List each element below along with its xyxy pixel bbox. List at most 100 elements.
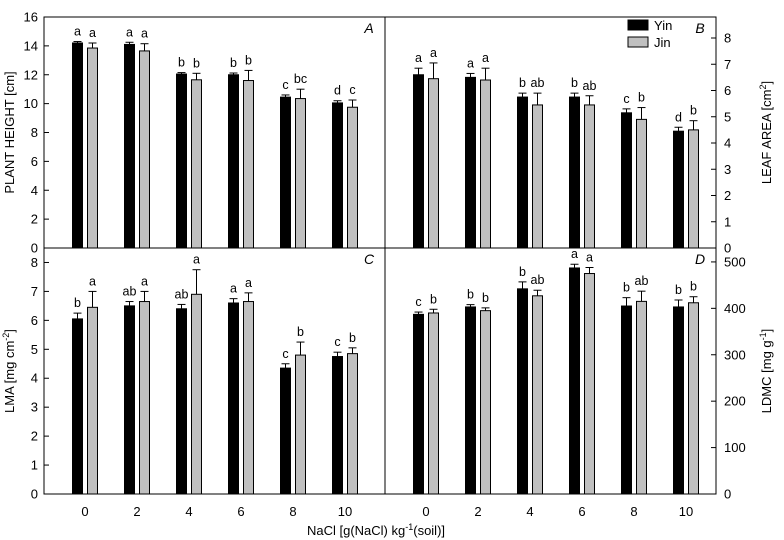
y-tick-label: 100 xyxy=(724,440,746,455)
significance-letter: b xyxy=(690,104,697,118)
bar-jin xyxy=(347,353,358,495)
bar-yin xyxy=(72,42,83,249)
x-tick-label: 4 xyxy=(526,504,533,519)
significance-letter: b xyxy=(297,325,304,339)
bar-jin xyxy=(584,104,595,249)
x-tick-label: 10 xyxy=(679,504,693,519)
y-tick-label: 6 xyxy=(31,154,38,169)
bar-jin xyxy=(636,118,647,249)
y-tick-label: 7 xyxy=(31,284,38,299)
bar-yin xyxy=(673,130,684,249)
significance-letter: c xyxy=(349,83,355,97)
y-axis-title: LEAF AREA [cm2] xyxy=(758,81,774,184)
significance-letter: d xyxy=(334,84,341,98)
panel-letter: D xyxy=(695,251,705,267)
x-tick-label: 2 xyxy=(133,504,140,519)
x-axis-title: NaCl [g(NaCl) kg-1(soil)] xyxy=(307,522,445,538)
y-tick-label: 8 xyxy=(31,125,38,140)
bar-yin xyxy=(569,267,580,495)
significance-letter: b xyxy=(519,76,526,90)
significance-letter: ab xyxy=(635,274,649,288)
bar-jin xyxy=(688,129,699,249)
significance-letter: c xyxy=(415,295,421,309)
x-tick-label: 8 xyxy=(289,504,296,519)
panel-letter: C xyxy=(364,251,375,267)
bar-jin xyxy=(480,79,491,249)
y-tick-label: 200 xyxy=(724,394,746,409)
x-tick-label: 6 xyxy=(237,504,244,519)
y-tick-label: 8 xyxy=(724,31,731,46)
bar-jin xyxy=(428,312,439,495)
y-tick-label: 4 xyxy=(31,183,38,198)
x-tick-label: 8 xyxy=(630,504,637,519)
significance-letter: b xyxy=(467,288,474,302)
bar-yin xyxy=(465,306,476,495)
y-tick-label: 12 xyxy=(24,67,38,82)
significance-letter: bc xyxy=(294,72,307,86)
significance-letter: ab xyxy=(531,76,545,90)
x-tick-label: 6 xyxy=(578,504,585,519)
y-tick-label: 8 xyxy=(31,255,38,270)
bar-yin xyxy=(280,96,291,249)
significance-letter: b xyxy=(245,53,252,67)
significance-letter: a xyxy=(245,276,252,290)
x-tick-label: 2 xyxy=(474,504,481,519)
bar-yin xyxy=(124,305,135,495)
y-tick-label: 2 xyxy=(31,212,38,227)
y-tick-label: 2 xyxy=(724,188,731,203)
significance-letter: a xyxy=(230,282,237,296)
panel-letter: A xyxy=(363,20,373,36)
legend-swatch-jin xyxy=(627,36,649,48)
significance-letter: a xyxy=(586,250,593,264)
legend: Yin Jin xyxy=(627,18,672,50)
x-tick-label: 0 xyxy=(81,504,88,519)
bar-yin xyxy=(517,96,528,249)
significance-letter: ab xyxy=(175,287,189,301)
y-tick-label: 300 xyxy=(724,347,746,362)
legend-label-jin: Jin xyxy=(654,35,671,50)
x-tick-label: 0 xyxy=(422,504,429,519)
y-tick-label: 3 xyxy=(724,162,731,177)
significance-letter: b xyxy=(690,280,697,294)
y-tick-label: 4 xyxy=(31,371,38,386)
significance-letter: b xyxy=(675,283,682,297)
significance-letter: ab xyxy=(531,273,545,287)
y-tick-label: 5 xyxy=(724,109,731,124)
bar-yin xyxy=(465,76,476,249)
bar-yin xyxy=(72,318,83,495)
significance-letter: a xyxy=(415,51,422,65)
bar-yin xyxy=(228,74,239,249)
bar-yin xyxy=(176,308,187,495)
bar-jin xyxy=(243,80,254,249)
significance-letter: a xyxy=(193,253,200,267)
bar-jin xyxy=(191,79,202,249)
bar-yin xyxy=(413,74,424,249)
x-tick-label: 10 xyxy=(338,504,352,519)
bar-jin xyxy=(139,301,150,495)
y-tick-label: 7 xyxy=(724,57,731,72)
y-tick-label: 0 xyxy=(31,241,38,256)
plot-frame xyxy=(43,16,717,495)
y-tick-label: 10 xyxy=(24,96,38,111)
y-tick-label: 3 xyxy=(31,400,38,415)
bar-jin xyxy=(139,50,150,249)
bar-jin xyxy=(584,273,595,495)
significance-letter: b xyxy=(638,91,645,105)
y-tick-label: 4 xyxy=(724,136,731,151)
bar-jin xyxy=(636,300,647,495)
significance-letter: ab xyxy=(583,79,597,93)
significance-letter: b xyxy=(193,56,200,70)
significance-letter: b xyxy=(571,76,578,90)
y-axis-title: PLANT HEIGHT [cm] xyxy=(2,71,17,193)
panel-letter: B xyxy=(695,20,704,36)
y-tick-label: 6 xyxy=(724,83,731,98)
significance-letter: a xyxy=(571,247,578,261)
bar-yin xyxy=(228,302,239,495)
bar-jin xyxy=(688,302,699,495)
bar-yin xyxy=(332,356,343,495)
y-tick-label: 1 xyxy=(724,214,731,229)
bar-yin xyxy=(517,288,528,495)
